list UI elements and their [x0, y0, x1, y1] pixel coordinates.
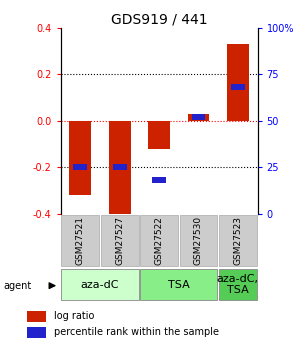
Bar — [62, 269, 138, 300]
Bar — [73, 165, 87, 170]
Bar — [227, 44, 249, 121]
Bar — [101, 215, 138, 266]
Bar — [109, 121, 131, 222]
Title: GDS919 / 441: GDS919 / 441 — [111, 12, 207, 27]
Bar — [180, 215, 217, 266]
Bar — [188, 114, 209, 121]
Text: TSA: TSA — [168, 280, 190, 289]
Bar — [140, 215, 178, 266]
Bar — [219, 215, 257, 266]
Bar — [27, 327, 46, 338]
Text: aza-dC,
TSA: aza-dC, TSA — [217, 274, 259, 295]
Bar — [231, 84, 245, 90]
Text: GSM27530: GSM27530 — [194, 216, 203, 265]
Bar — [140, 269, 217, 300]
Bar — [113, 165, 127, 170]
Text: GSM27523: GSM27523 — [233, 216, 242, 265]
Bar — [62, 215, 99, 266]
Bar — [148, 121, 170, 149]
Text: GSM27521: GSM27521 — [76, 216, 85, 265]
Bar — [27, 310, 46, 322]
Text: percentile rank within the sample: percentile rank within the sample — [54, 327, 219, 337]
Text: agent: agent — [3, 281, 31, 290]
Bar — [191, 114, 205, 120]
Text: GSM27522: GSM27522 — [155, 216, 164, 265]
Bar — [152, 177, 166, 183]
Bar — [69, 121, 91, 195]
Text: aza-dC: aza-dC — [81, 280, 119, 289]
Text: log ratio: log ratio — [54, 312, 95, 321]
Bar — [219, 269, 257, 300]
Text: GSM27527: GSM27527 — [115, 216, 124, 265]
